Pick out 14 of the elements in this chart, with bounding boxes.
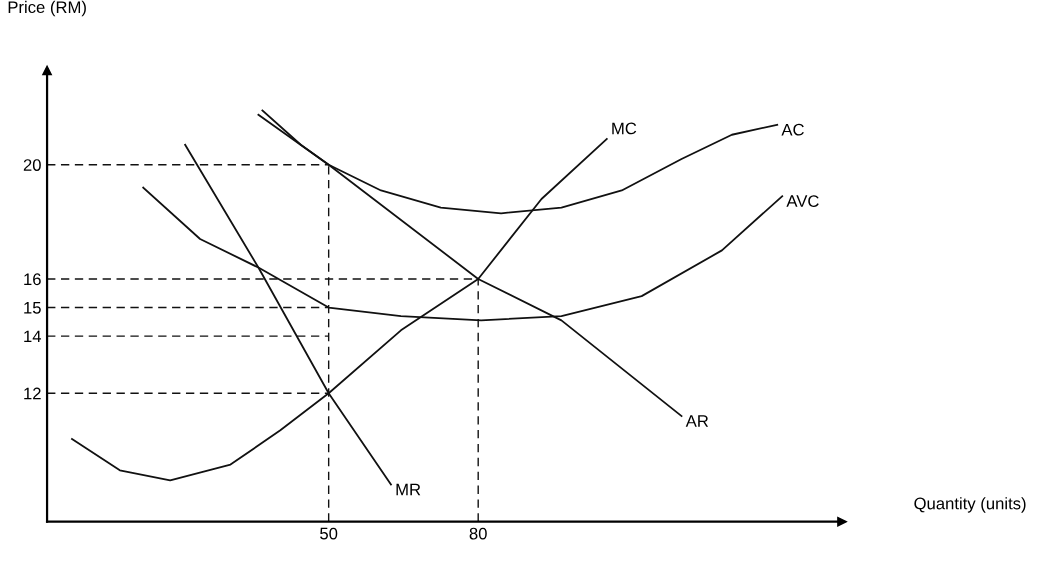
series-label: MR [396,483,421,496]
y-axis-title: Price (RM) [8,0,86,17]
y-tick-label: 20 [23,159,41,171]
y-tick-label: 16 [24,273,41,286]
y-tick-label: 15 [24,302,41,314]
series-label: MC [612,122,637,135]
series-label: AC [781,123,804,136]
series-label: AR [685,415,709,427]
x-tick-label: 80 [469,527,487,540]
x-tick-label: 50 [320,527,338,540]
series-label: AVC [786,195,819,207]
y-tick-label: 12 [24,387,41,400]
y-tick-label: 14 [24,330,42,343]
x-axis-title: Quantity (units) [914,497,1026,513]
